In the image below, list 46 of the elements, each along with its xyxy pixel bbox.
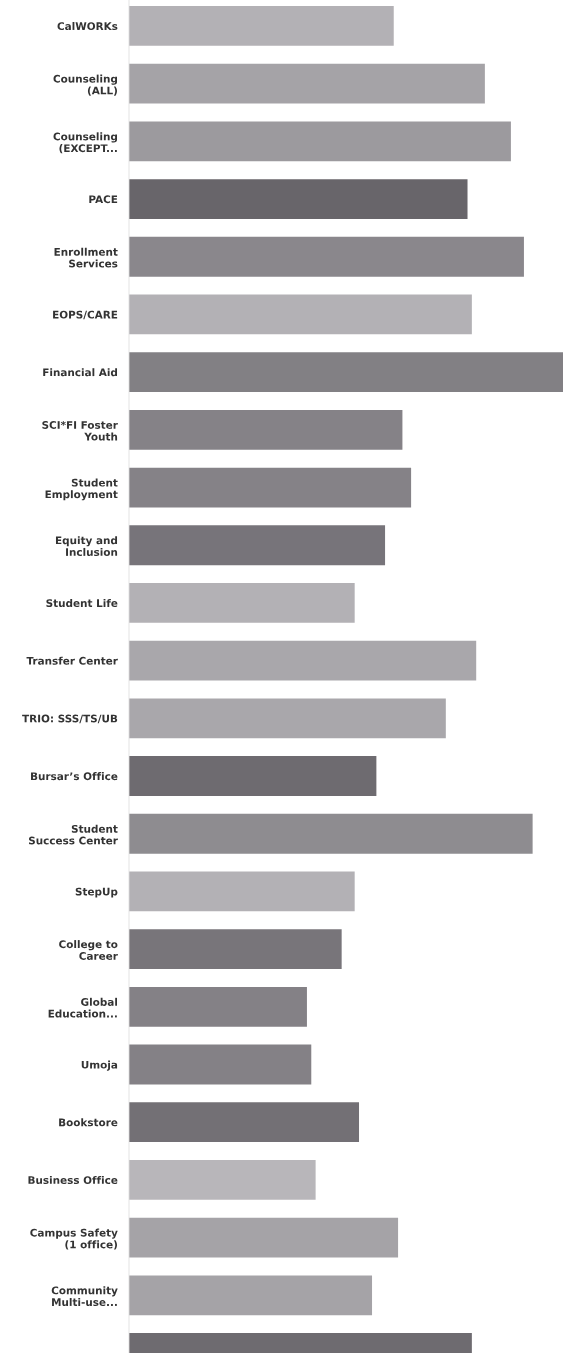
bar <box>129 236 524 277</box>
y-tick-label: Community Multi-use... <box>51 1286 118 1307</box>
bar <box>129 813 533 854</box>
bar <box>129 756 377 796</box>
bar <box>129 467 412 508</box>
y-tick-label: SCI*FI Foster Youth <box>42 421 118 441</box>
bar <box>129 6 394 46</box>
y-tick-label: Global Education... <box>48 997 118 1018</box>
bar <box>129 63 485 104</box>
bar <box>129 1217 399 1258</box>
bar <box>129 929 342 970</box>
bar <box>129 1102 360 1143</box>
bar <box>129 986 307 1027</box>
y-tick-label: StepUp <box>75 887 118 898</box>
y-tick-label: Campus Safety (1 office) <box>30 1228 118 1250</box>
bar <box>129 871 355 912</box>
y-tick-label: Counseling (ALL) <box>53 74 118 96</box>
y-tick-label: Financial Aid <box>43 368 118 377</box>
y-tick-label: Student Employment <box>45 478 118 501</box>
bar <box>129 1044 312 1085</box>
y-tick-label: Student Life <box>46 598 118 608</box>
bar <box>129 1275 373 1316</box>
bar <box>129 525 386 566</box>
bar <box>129 352 563 393</box>
y-tick-label: Umoja <box>81 1060 118 1071</box>
y-tick-label: Enrollment Services <box>54 247 118 268</box>
bar <box>129 698 446 739</box>
y-tick-label: Bursar’s Office <box>31 772 118 781</box>
y-tick-label: Counseling (EXCEPT... <box>53 132 118 154</box>
y-tick-label: Transfer Center <box>26 656 118 665</box>
bar <box>129 409 403 450</box>
y-tick-label: EOPS/CARE <box>53 310 118 320</box>
y-tick-label: Student Success Center <box>28 824 118 845</box>
bar <box>129 583 355 623</box>
y-tick-label: PACE <box>89 195 118 204</box>
bar <box>129 294 472 335</box>
y-tick-label: Bookstore <box>59 1118 118 1127</box>
bar <box>129 1160 316 1200</box>
bar <box>129 640 477 681</box>
bar <box>129 121 511 162</box>
y-tick-label: College to Career <box>59 940 118 960</box>
y-tick-label: Business Office <box>28 1175 118 1185</box>
y-tick-label: TRIO: SSS/TS/UB <box>22 714 118 724</box>
bar <box>129 179 468 219</box>
y-tick-label: Equity and Inclusion <box>55 536 118 557</box>
y-tick-label: CalWORKs <box>57 22 118 31</box>
